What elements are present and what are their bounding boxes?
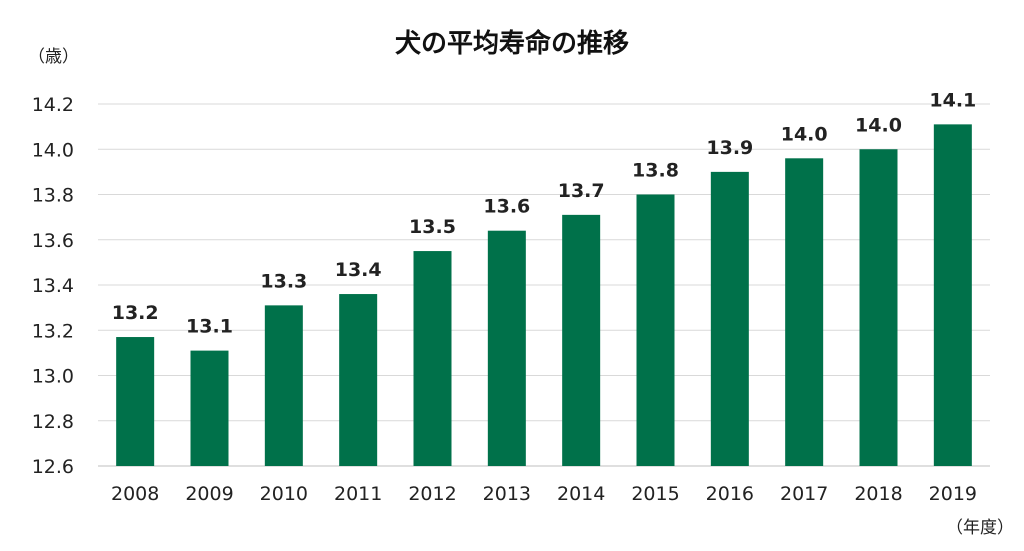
data-label: 14.1: [929, 89, 976, 111]
x-tick-label: 2018: [854, 483, 902, 505]
bar-2012: [413, 251, 452, 466]
y-tick-label: 13.6: [32, 230, 74, 252]
data-labels: 13.2 13.1 13.3 13.4 13.5 13.6 13.7 13.8 13.9 14.0…: [112, 89, 977, 337]
x-tick-label: 2012: [408, 483, 456, 505]
x-tick-label: 2011: [334, 483, 382, 505]
y-tick-label: 13.2: [32, 320, 74, 342]
bar-2010: [264, 305, 303, 466]
x-tick-label: 2016: [706, 483, 754, 505]
x-tick-label: 2008: [111, 483, 159, 505]
bar-2011: [339, 294, 378, 466]
bar-2009: [190, 350, 229, 466]
x-axis-ticks: 2008 2009 2010 2011 2012 2013 2014 2015 2016 2017…: [111, 483, 977, 505]
data-label: 13.4: [335, 259, 382, 281]
data-label: 13.3: [260, 270, 307, 292]
x-axis-unit-label: （年度）: [946, 518, 1014, 538]
x-tick-label: 2013: [483, 483, 531, 505]
chart-title: 犬の平均寿命の推移: [395, 28, 629, 59]
x-tick-label: 2010: [260, 483, 308, 505]
bar-2017: [785, 158, 824, 467]
y-tick-label: 12.8: [32, 411, 74, 433]
data-label: 13.7: [558, 180, 605, 202]
bar-2019: [933, 124, 972, 467]
bars: [116, 124, 972, 467]
x-tick-label: 2015: [631, 483, 679, 505]
x-tick-label: 2017: [780, 483, 828, 505]
bar-2015: [636, 194, 675, 466]
data-label: 14.0: [855, 114, 902, 136]
bar-2013: [487, 230, 526, 466]
data-label: 13.8: [632, 160, 679, 182]
bar-2018: [859, 149, 898, 466]
gridlines: [98, 103, 990, 467]
x-tick-label: 2009: [185, 483, 233, 505]
data-label: 13.6: [483, 196, 530, 218]
data-label: 13.5: [409, 216, 456, 238]
bar-2016: [710, 171, 749, 466]
y-axis-ticks: 12.6 12.8 13.0 13.2 13.4 13.6 13.8 14.0 14.2: [32, 94, 74, 478]
bar-2014: [562, 214, 601, 466]
data-label: 13.2: [112, 302, 159, 324]
y-tick-label: 14.0: [32, 139, 74, 161]
y-tick-label: 13.8: [32, 185, 74, 207]
y-tick-label: 14.2: [32, 94, 74, 116]
x-tick-label: 2019: [929, 483, 977, 505]
data-label: 13.1: [186, 316, 233, 338]
bar-2008: [116, 337, 155, 466]
y-axis-unit-label: （歳）: [28, 47, 79, 67]
y-tick-label: 13.0: [32, 366, 74, 388]
x-tick-label: 2014: [557, 483, 605, 505]
data-label: 14.0: [781, 123, 828, 145]
y-tick-label: 13.4: [32, 275, 74, 297]
data-label: 13.9: [706, 137, 753, 159]
y-tick-label: 12.6: [32, 456, 74, 478]
